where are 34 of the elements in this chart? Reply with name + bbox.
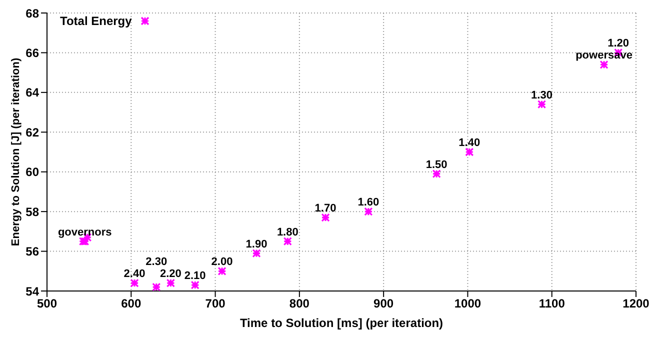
x-tick-label: 900 <box>374 296 394 311</box>
y-tick-label: 68 <box>26 6 40 20</box>
annotation: 2.30 <box>146 256 168 268</box>
y-tick-label: 60 <box>26 165 40 180</box>
x-tick-label: 600 <box>121 296 142 311</box>
annotation: 2.20 <box>160 268 182 280</box>
y-tick-label: 62 <box>26 125 40 140</box>
y-tick-label: 54 <box>26 284 40 298</box>
annotation: 1.30 <box>531 89 552 102</box>
annotation: 2.10 <box>184 270 206 282</box>
annotation: 1.60 <box>358 196 380 209</box>
x-tick-label: 500 <box>36 296 58 311</box>
annotation: 1.40 <box>458 137 480 149</box>
annotation: 1.20 <box>608 38 630 50</box>
annotation: 1.80 <box>276 226 298 238</box>
x-tick-label: 700 <box>205 296 226 311</box>
y-tick-label: 56 <box>26 244 40 259</box>
annotation: 2.40 <box>124 268 146 280</box>
x-tick-label: 1000 <box>454 296 482 311</box>
annotation: governors <box>58 226 112 238</box>
annotation: 1.90 <box>246 238 268 250</box>
y-tick-label: 64 <box>26 86 40 100</box>
y-tick-label: 66 <box>26 46 40 60</box>
annotation: 2.00 <box>211 256 233 268</box>
annotation: 1.50 <box>426 158 448 171</box>
legend-label: Total Energy <box>60 14 132 28</box>
y-axis-title: Energy to Solution [J] (per iteration) <box>10 58 22 246</box>
annotation: 1.70 <box>314 202 336 215</box>
x-tick-label: 1200 <box>622 296 650 311</box>
x-tick-label: 1100 <box>538 296 566 311</box>
x-tick-label: 800 <box>289 296 310 311</box>
y-tick-label: 58 <box>26 204 40 219</box>
annotation: powersave <box>576 50 632 62</box>
x-axis-title: Time to Solution [ms] (per iteration) <box>240 316 444 330</box>
